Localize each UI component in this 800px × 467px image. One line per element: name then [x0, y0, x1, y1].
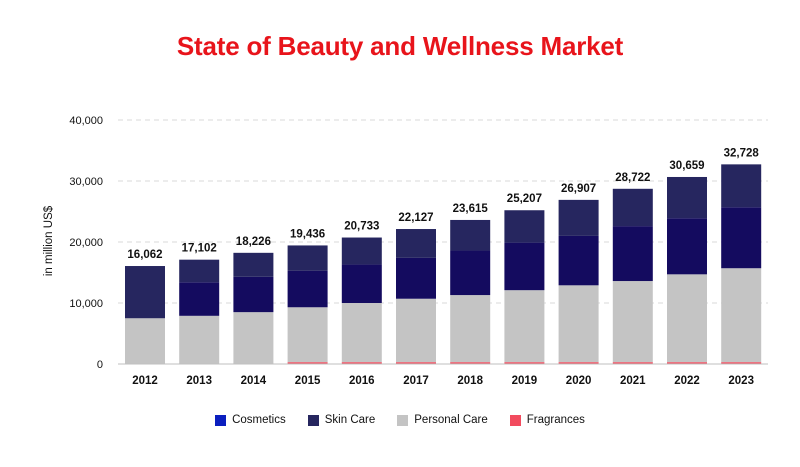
- bar-skin-care: [287, 245, 328, 271]
- total-label: 18,226: [236, 236, 271, 248]
- legend-swatch: [215, 414, 227, 426]
- total-label: 23,615: [453, 203, 489, 215]
- grid: [118, 119, 768, 304]
- y-tick-label: 10,000: [69, 298, 103, 310]
- bar-cosmetics: [396, 257, 436, 299]
- total-label: 26,907: [561, 183, 596, 195]
- bar-personal-care: [287, 307, 328, 363]
- bar-fragrances: [341, 362, 382, 364]
- bar-cosmetics: [341, 264, 382, 303]
- bar-cosmetics: [179, 282, 220, 316]
- data-labels: 16,062 17,102 18,226 19,436 20,733 22,127 23,6…: [127, 147, 759, 261]
- bar-personal-care: [179, 315, 220, 364]
- legend-swatch: [307, 414, 319, 426]
- bar-skin-care: [667, 176, 707, 219]
- legend-swatch: [397, 414, 409, 426]
- bar-skin-care: [450, 219, 491, 251]
- total-label: 17,102: [182, 243, 217, 255]
- legend-label: Cosmetics: [232, 414, 286, 426]
- x-tick-label: 2017: [403, 375, 429, 387]
- bar-cosmetics: [287, 270, 328, 308]
- total-label: 28,722: [615, 172, 650, 184]
- bar-cosmetics: [558, 235, 599, 286]
- chart-title: State of Beauty and Wellness Market: [176, 31, 624, 61]
- bar-cosmetics: [721, 207, 762, 269]
- bar-fragrances: [396, 362, 436, 364]
- bar-cosmetics: [667, 218, 707, 275]
- x-tick-label: 2020: [566, 375, 592, 387]
- legend-item: Fragrances: [509, 414, 585, 426]
- bar-skin-care: [558, 199, 599, 236]
- bar-personal-care: [341, 303, 382, 363]
- bar-skin-care: [179, 259, 220, 283]
- total-label: 19,436: [290, 228, 325, 240]
- legend: Cosmetics Skin Care Personal Care Fragrance…: [0, 414, 800, 426]
- total-label: 32,728: [724, 147, 760, 159]
- bar-personal-care: [721, 268, 762, 363]
- x-tick-label: 2015: [295, 375, 321, 387]
- y-tick-label: 40,000: [69, 115, 103, 127]
- bar-fragrances: [612, 362, 653, 364]
- x-tick-label: 2021: [620, 375, 646, 387]
- x-tick-label: 2016: [349, 375, 375, 387]
- y-tick-label: 20,000: [69, 237, 103, 249]
- bar-fragrances: [667, 362, 707, 364]
- x-tick-label: 2018: [457, 375, 483, 387]
- bar-skin-care: [396, 229, 436, 258]
- x-tick-label: 2012: [132, 375, 158, 387]
- bar-skin-care: [341, 237, 382, 265]
- bar-personal-care: [396, 298, 436, 363]
- y-tick-label: 30,000: [69, 176, 103, 188]
- bar-personal-care: [667, 274, 707, 363]
- legend-item: Personal Care: [397, 414, 488, 426]
- legend-label: Skin Care: [324, 414, 376, 426]
- bar-cosmetics: [450, 250, 491, 296]
- x-tick-label: 2022: [674, 375, 700, 387]
- total-label: 22,127: [398, 212, 433, 224]
- total-label: 20,733: [344, 221, 379, 233]
- axes: 0 10,000 20,000 30,000 40,000 2012 2013 2014 201…: [69, 115, 768, 387]
- bar-cosmetics: [233, 276, 274, 313]
- bar-skin-care: [504, 210, 545, 243]
- bar-cosmetics: [504, 242, 545, 291]
- x-tick-label: 2013: [186, 375, 212, 387]
- bars: [125, 164, 762, 364]
- x-tick-label: 2014: [241, 375, 267, 387]
- bar-personal-care: [450, 295, 491, 363]
- x-tick-label: 2019: [512, 375, 538, 387]
- bar-personal-care: [233, 312, 274, 364]
- legend-item: Skin Care: [307, 414, 376, 426]
- legend-label: Personal Care: [414, 414, 488, 426]
- total-label: 30,659: [669, 160, 704, 172]
- bar-personal-care: [504, 290, 545, 363]
- bar-personal-care: [125, 318, 165, 364]
- legend-item: Cosmetics: [215, 414, 286, 426]
- bar-fragrances: [450, 362, 491, 364]
- bar-fragrances: [287, 362, 328, 364]
- y-axis-label: in million US$: [43, 205, 55, 276]
- bar-fragrances: [558, 362, 599, 364]
- legend-swatch: [509, 414, 521, 426]
- bar-personal-care: [558, 285, 599, 363]
- bar-skin-care: [233, 252, 274, 277]
- bar-fragrances: [721, 362, 762, 364]
- total-label: 16,062: [127, 249, 162, 261]
- x-tick-label: 2023: [728, 375, 754, 387]
- bar-skin-care: [721, 164, 762, 208]
- total-label: 25,207: [507, 193, 542, 205]
- y-tick-label: 0: [97, 359, 103, 371]
- bar-skin-care: [612, 188, 653, 227]
- bar-skin-care: [125, 266, 165, 319]
- bar-cosmetics: [612, 226, 653, 282]
- bar-personal-care: [612, 281, 653, 363]
- legend-label: Fragrances: [526, 414, 585, 426]
- bar-fragrances: [504, 362, 545, 364]
